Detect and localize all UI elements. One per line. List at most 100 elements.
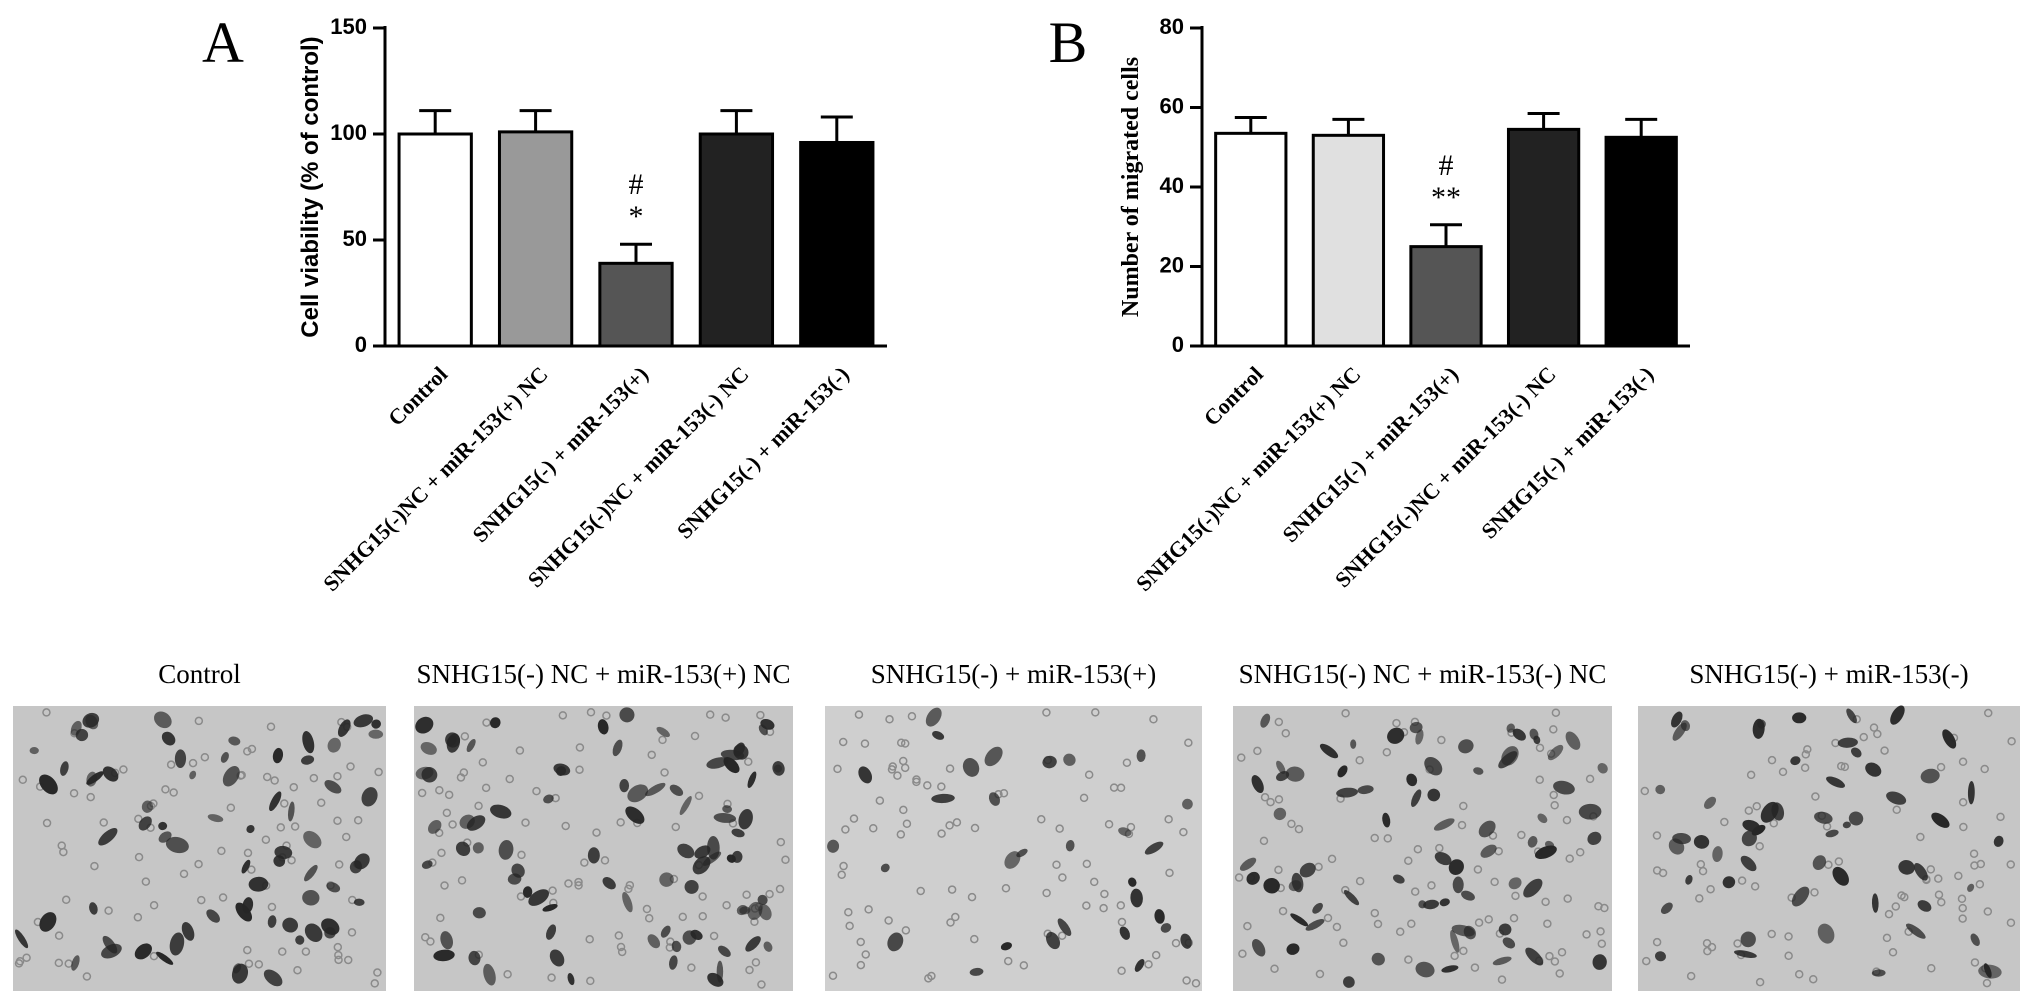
cell (511, 863, 525, 878)
cell (1336, 787, 1358, 798)
pore (893, 771, 902, 780)
cell (1411, 789, 1422, 807)
pore (516, 892, 526, 901)
cell (731, 850, 743, 863)
cell (466, 738, 476, 753)
pore (1585, 774, 1595, 784)
pore (937, 829, 946, 838)
pore (290, 822, 300, 831)
cell (1886, 791, 1907, 805)
pore (334, 955, 343, 965)
cell (1502, 937, 1516, 949)
pore (1750, 882, 1760, 891)
pore (1149, 715, 1158, 724)
pore (86, 792, 95, 802)
pore (1459, 946, 1468, 956)
cell (1680, 720, 1691, 732)
pore (1490, 877, 1499, 887)
pore (574, 877, 583, 887)
pore (287, 855, 296, 865)
cell (1814, 811, 1833, 824)
pore (1165, 868, 1174, 878)
cell (1812, 855, 1827, 870)
cell (1144, 841, 1164, 855)
pore (690, 731, 700, 741)
cell (472, 907, 486, 919)
pore (1958, 798, 1968, 807)
pore (515, 746, 525, 755)
cell (731, 828, 745, 838)
bar (397, 132, 473, 348)
pore (558, 711, 568, 720)
cell (1263, 878, 1280, 894)
pore (1888, 948, 1898, 957)
pore (947, 885, 957, 894)
cell (1343, 976, 1355, 988)
pore (1535, 743, 1545, 753)
pore (1234, 873, 1244, 882)
pore (642, 904, 652, 914)
panel-label: B (1049, 10, 1088, 75)
cell (1319, 743, 1339, 759)
pore (280, 799, 289, 808)
pore (1575, 847, 1585, 857)
pore (1541, 897, 1550, 907)
cell (660, 925, 671, 938)
cell (1130, 888, 1143, 908)
cell (542, 903, 558, 912)
cell (587, 847, 600, 864)
pore (18, 775, 28, 785)
pore (1104, 820, 1114, 829)
cell (1128, 877, 1137, 887)
pore (844, 907, 853, 917)
pore (875, 796, 885, 805)
pore (1339, 938, 1348, 948)
cell (1415, 961, 1435, 978)
cell (567, 973, 575, 986)
pore (266, 722, 276, 731)
cell (1439, 898, 1450, 907)
pore (548, 886, 557, 895)
pore (709, 931, 719, 941)
pore (1332, 922, 1342, 932)
pore (698, 912, 708, 921)
pore (1916, 832, 1925, 842)
pore (912, 775, 921, 784)
pore (756, 710, 765, 720)
pore (1652, 866, 1662, 875)
pore (745, 965, 754, 975)
cell (241, 859, 251, 874)
cell (549, 949, 565, 967)
cell (15, 929, 29, 949)
bar (1604, 135, 1678, 348)
pore (1600, 903, 1609, 913)
cell (733, 744, 749, 760)
pore (1686, 971, 1696, 981)
cell (827, 839, 840, 853)
pore (478, 758, 488, 767)
cell (349, 860, 363, 874)
pore (1983, 708, 1993, 718)
y-tick-label: 60 (1160, 93, 1184, 118)
bar (1311, 133, 1386, 348)
pore (1057, 931, 1067, 940)
pore (333, 816, 342, 825)
x-tick-label: SNHG15(-)NC + miR-153(-) NC (523, 361, 754, 592)
pore (1052, 860, 1061, 869)
cell (1273, 807, 1287, 821)
pore (1260, 793, 1270, 802)
cell (669, 784, 684, 796)
pore (197, 895, 206, 905)
pore (1969, 849, 1979, 858)
pore (200, 752, 210, 762)
pore (586, 708, 596, 717)
cell (1252, 939, 1266, 957)
cell (70, 720, 82, 736)
cell (1741, 830, 1757, 847)
pore (474, 801, 483, 811)
cell (713, 813, 737, 823)
pore (952, 818, 962, 827)
cell (1251, 775, 1264, 794)
x-tick-label: Control (383, 361, 452, 430)
pore (1549, 790, 1558, 800)
